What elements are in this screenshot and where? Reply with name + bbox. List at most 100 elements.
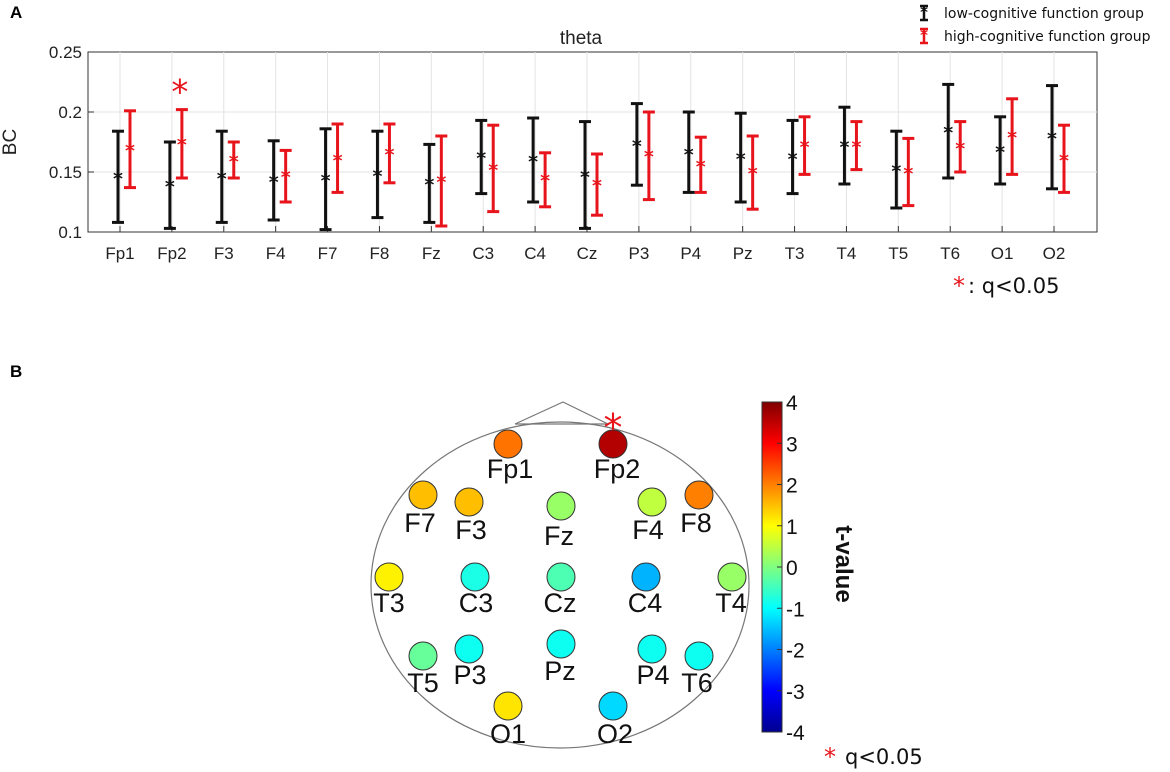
x-tick-label: Fz — [422, 244, 441, 263]
electrode-label: Cz — [544, 588, 577, 618]
mean-marker: * — [903, 163, 913, 185]
mean-marker: * — [217, 168, 227, 190]
x-tick-label: F8 — [370, 244, 390, 263]
y-tick-label: 0.25 — [49, 43, 82, 62]
electrode-f4: F4 — [632, 487, 667, 545]
x-tick-label: Pz — [733, 244, 753, 263]
mean-marker: * — [436, 171, 446, 193]
x-tick-label: T6 — [940, 244, 960, 263]
electrode-dot — [454, 634, 484, 664]
mean-marker: * — [321, 170, 331, 192]
electrode-p3: P3 — [453, 634, 487, 690]
electrode-c4: C4 — [628, 562, 662, 618]
electrode-f7: F7 — [404, 480, 438, 538]
mean-marker: * — [1007, 127, 1017, 149]
electrode-dot — [493, 429, 523, 459]
chart-a-y-ticks: 0.1 0.15 0.2 0.25 — [49, 43, 94, 242]
electrode-fz: Fz — [544, 491, 576, 551]
mean-marker: * — [955, 138, 965, 160]
mean-marker: * — [372, 165, 382, 187]
mean-marker: * — [644, 146, 654, 168]
electrode-dot — [598, 429, 628, 459]
electrode-dot — [408, 480, 438, 510]
electrode-dot — [493, 691, 523, 721]
y-tick-label: 0.1 — [58, 223, 82, 242]
electrode-dot — [631, 562, 661, 592]
electrode-p4: P4 — [636, 634, 670, 690]
mean-marker: * — [748, 163, 758, 185]
electrode-label: F8 — [680, 508, 712, 538]
mean-marker: * — [891, 161, 901, 183]
electrode-label: F7 — [404, 508, 436, 538]
svg-text:*: * — [920, 26, 928, 44]
mean-marker: * — [177, 134, 187, 156]
mean-marker: * — [113, 168, 123, 190]
chart-a-ylabel: BC — [0, 129, 21, 155]
colorbar-tick-label: -3 — [786, 681, 805, 704]
mean-marker: * — [165, 176, 175, 198]
chart-a-title: theta — [560, 28, 603, 49]
electrode-label: Fp2 — [594, 454, 641, 484]
legend-label-low: low-cognitive function group — [944, 6, 1144, 22]
colorbar-tick-label: 0 — [786, 557, 798, 580]
mean-marker: * — [488, 159, 498, 181]
electrode-t4: T4 — [715, 562, 747, 618]
sig-note-star-b: * — [824, 743, 836, 771]
electrode-label: T5 — [407, 668, 439, 698]
electrode-dot — [637, 487, 667, 517]
mean-marker: * — [424, 174, 434, 196]
electrode-label: P4 — [636, 660, 669, 690]
significance-marker: * — [171, 73, 188, 113]
mean-marker: * — [839, 137, 849, 159]
electrode-dot — [637, 634, 667, 664]
mean-marker: * — [788, 149, 798, 171]
x-tick-label: F7 — [318, 244, 338, 263]
electrode-significance-marker: * — [604, 406, 623, 450]
chart-a-x-ticks: Fp1 Fp2 F3 F4 F7 F8 Fz C3 C4 Cz P3 P4 Pz T3 T4 T5 T6 O1 O2 — [105, 226, 1065, 263]
electrode-dot — [717, 562, 747, 592]
x-tick-label: F3 — [214, 244, 234, 263]
x-tick-label: T5 — [888, 244, 908, 263]
x-tick-label: T4 — [837, 244, 857, 263]
electrode-t6: T6 — [681, 641, 714, 698]
electrode-dot — [684, 641, 714, 671]
mean-marker: * — [632, 135, 642, 157]
electrode-label: P3 — [453, 660, 486, 690]
electrodes: Fp1 Fp2 F7 F3 Fz F4 F8 T3 C3 Cz C4 T4 T5 P3 Pz P4 T6 O1 O2… — [373, 406, 747, 749]
svg-text:*: * — [920, 3, 928, 21]
electrode-label: Fz — [544, 521, 574, 551]
chart-a-gridlines — [88, 52, 1097, 232]
chart-a-legend: * low-cognitive function group * high-co… — [920, 3, 1151, 45]
mean-marker: * — [528, 151, 538, 173]
y-tick-label: 0.15 — [49, 163, 82, 182]
mean-marker: * — [696, 156, 706, 178]
mean-marker: * — [736, 149, 746, 171]
electrode-label: T4 — [715, 588, 747, 618]
mean-marker: * — [269, 171, 279, 193]
mean-marker: * — [943, 122, 953, 144]
mean-marker: * — [1047, 128, 1057, 150]
mean-marker: * — [580, 167, 590, 189]
x-tick-label: Fp1 — [105, 244, 134, 263]
mean-marker: * — [384, 144, 394, 166]
series-low: * * * * * * ** *** * * ****** — [112, 82, 1058, 232]
electrode-t3: T3 — [373, 562, 405, 618]
electrode-label: O2 — [597, 719, 633, 749]
electrode-t5: T5 — [407, 641, 439, 698]
electrode-dot — [546, 491, 576, 521]
mean-marker: * — [995, 141, 1005, 163]
electrode-dot — [408, 641, 438, 671]
mean-marker: * — [476, 147, 486, 169]
x-tick-label: O2 — [1043, 244, 1066, 263]
mean-marker: * — [800, 137, 810, 159]
electrode-dot — [684, 480, 714, 510]
electrode-f3: F3 — [454, 487, 487, 545]
x-tick-label: P3 — [628, 244, 649, 263]
colorbar-title: t-value — [830, 525, 857, 602]
colorbar-tick-label: 4 — [786, 392, 798, 415]
sig-note-a: : q<0.05 — [968, 274, 1059, 298]
legend-marker-high: * — [920, 26, 928, 45]
panel-b-label: B — [10, 362, 22, 381]
x-tick-label: Cz — [577, 244, 598, 263]
